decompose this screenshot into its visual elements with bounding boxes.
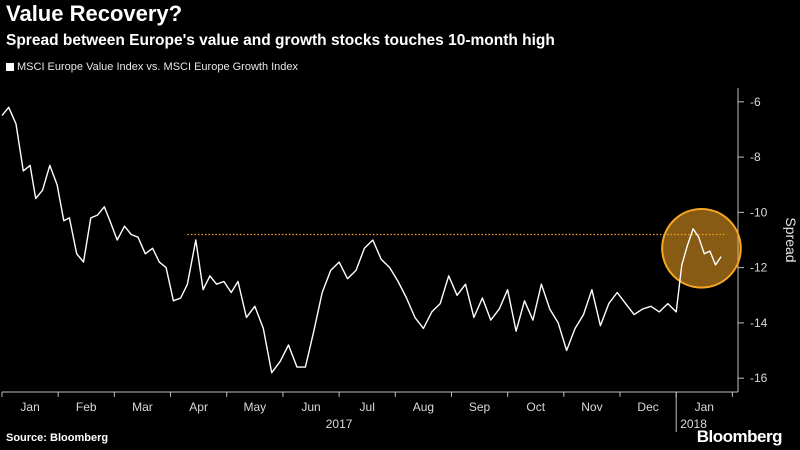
y-tick-label: -10: [750, 205, 768, 219]
label-layer: -6 -8 -10 -12 -14 -16 Spread Jan Feb Mar Apr May Jun…: [20, 95, 799, 431]
x-tick-label: Oct: [526, 400, 545, 414]
legend-label: MSCI Europe Value Index vs. MSCI Europe …: [17, 61, 299, 73]
x-tick-label: Jun: [301, 400, 320, 414]
axis-layer: [1, 88, 744, 432]
x-tick-label: Jan: [695, 400, 714, 414]
x-tick-label: Mar: [132, 400, 153, 414]
y-tick-label: -16: [750, 371, 768, 385]
year-label: 2017: [326, 417, 353, 431]
x-tick-label: Sep: [469, 400, 491, 414]
y-tick-label: -14: [750, 316, 768, 330]
x-tick-label: Dec: [637, 400, 658, 414]
legend-swatch: [6, 63, 14, 71]
x-tick-label: May: [243, 400, 266, 414]
series-layer: [1, 106, 742, 374]
x-tick-label: Nov: [581, 400, 602, 414]
y-tick-label: -6: [750, 95, 761, 109]
x-tick-label: Aug: [413, 400, 434, 414]
y-axis-title: Spread: [783, 217, 799, 262]
highlight-circle: [661, 207, 742, 289]
chart-subtitle: Spread between Europe's value and growth…: [6, 32, 555, 49]
chart-title: Value Recovery?: [6, 1, 183, 26]
x-tick-label: Jul: [360, 400, 375, 414]
brand-logo: Bloomberg: [696, 427, 783, 446]
source-note: Source: Bloomberg: [6, 432, 109, 444]
y-tick-label: -12: [750, 261, 768, 275]
x-tick-label: Feb: [76, 400, 97, 414]
x-tick-label: Apr: [189, 400, 208, 414]
x-tick-label: Jan: [20, 400, 39, 414]
series-line: [1, 106, 722, 374]
year-label: 2018: [680, 417, 707, 431]
legend: MSCI Europe Value Index vs. MSCI Europe …: [6, 61, 298, 73]
y-tick-label: -8: [750, 150, 761, 164]
